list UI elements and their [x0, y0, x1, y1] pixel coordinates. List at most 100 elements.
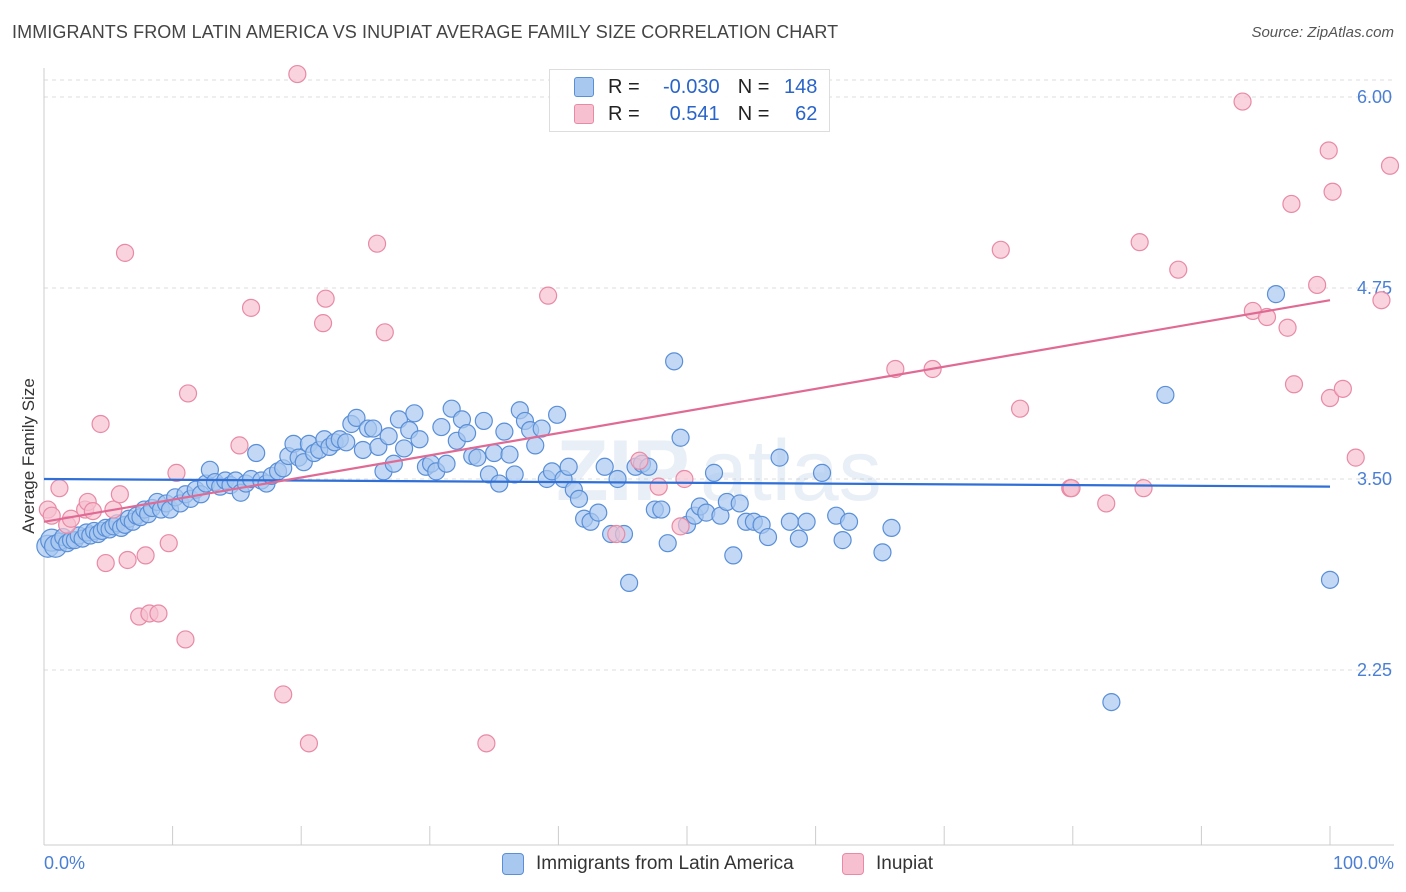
- legend-swatch-blue: [502, 853, 524, 875]
- legend-item-immigrants[interactable]: Immigrants from Latin America: [502, 851, 794, 877]
- point-immigrants: [347, 408, 366, 427]
- point-inupiat: [539, 286, 558, 305]
- point-inupiat: [136, 546, 155, 565]
- point-immigrants: [652, 500, 671, 519]
- series-inupiat-points: [38, 64, 1400, 753]
- point-inupiat: [230, 436, 249, 455]
- source-credit: Source: ZipAtlas.com: [1251, 24, 1394, 41]
- point-immigrants: [1320, 570, 1340, 589]
- correlation-legend: R = -0.030 N = 148 R = 0.541 N = 62: [549, 69, 830, 132]
- point-inupiat: [149, 604, 168, 623]
- point-inupiat: [313, 314, 333, 333]
- point-immigrants: [608, 469, 627, 489]
- x-tick-label-min: 0.0%: [44, 853, 85, 873]
- grid-lines: [44, 79, 1394, 671]
- point-immigrants: [620, 573, 639, 593]
- y-axis-label: Average Family Size: [19, 378, 38, 534]
- point-inupiat: [630, 451, 649, 470]
- point-inupiat: [675, 469, 694, 489]
- point-immigrants: [882, 518, 901, 537]
- point-inupiat: [118, 550, 137, 570]
- point-inupiat: [274, 685, 293, 704]
- point-inupiat: [115, 243, 135, 262]
- point-inupiat: [167, 463, 186, 482]
- point-inupiat: [316, 289, 335, 308]
- point-immigrants: [384, 454, 403, 473]
- legend-item-inupiat[interactable]: Inupiat: [842, 851, 933, 877]
- legend-swatch-pink: [842, 853, 864, 875]
- point-inupiat: [176, 630, 195, 649]
- trend-lines: [43, 299, 1331, 523]
- legend-row-inupiat: R = 0.541 N = 62: [574, 102, 817, 126]
- point-inupiat: [1284, 375, 1304, 394]
- point-inupiat: [1282, 194, 1301, 214]
- point-inupiat: [1278, 318, 1297, 337]
- point-inupiat: [1169, 260, 1188, 279]
- point-inupiat: [178, 384, 198, 403]
- point-immigrants: [758, 527, 778, 547]
- point-immigrants: [410, 430, 429, 449]
- point-immigrants: [873, 543, 892, 562]
- x-tick-label-max: 100.0%: [1333, 853, 1394, 873]
- point-inupiat: [83, 501, 102, 521]
- legend-label-immigrants: Immigrants from Latin America: [536, 853, 794, 874]
- legend-swatch-blue: [574, 77, 594, 97]
- point-immigrants: [789, 529, 808, 548]
- point-inupiat: [367, 234, 387, 253]
- point-immigrants: [394, 439, 414, 458]
- legend-r-value: 0.541: [669, 102, 720, 125]
- point-inupiat: [241, 298, 261, 317]
- point-inupiat: [1010, 399, 1030, 418]
- legend-swatch-pink: [574, 104, 594, 124]
- y-tick-label: 3.50: [1357, 469, 1392, 489]
- point-immigrants: [569, 489, 589, 508]
- point-inupiat: [991, 240, 1010, 259]
- point-inupiat: [1130, 233, 1149, 252]
- trend-line-immigrants: [43, 477, 1331, 488]
- point-immigrants: [353, 440, 373, 460]
- point-inupiat: [1323, 182, 1342, 201]
- legend-n-value: 62: [795, 102, 818, 125]
- point-immigrants: [665, 352, 684, 371]
- x-ticks: [43, 826, 1331, 845]
- point-immigrants: [337, 433, 356, 452]
- point-inupiat: [1346, 448, 1365, 467]
- trend-line-inupiat: [43, 299, 1331, 523]
- legend-n-label: N =: [737, 102, 770, 125]
- point-immigrants: [474, 411, 493, 431]
- point-immigrants: [457, 424, 477, 443]
- point-inupiat: [477, 734, 496, 753]
- point-inupiat: [671, 517, 690, 536]
- legend-r-label: R =: [608, 75, 640, 98]
- point-inupiat: [91, 414, 110, 434]
- point-inupiat: [1320, 388, 1340, 408]
- point-immigrants: [485, 443, 504, 463]
- point-immigrants: [780, 512, 799, 531]
- point-immigrants: [730, 494, 749, 513]
- point-immigrants: [589, 503, 608, 522]
- point-immigrants: [495, 422, 514, 441]
- point-immigrants: [500, 445, 519, 464]
- point-immigrants: [812, 463, 832, 482]
- point-inupiat: [1233, 92, 1252, 111]
- point-immigrants: [595, 457, 614, 476]
- point-inupiat: [50, 479, 69, 498]
- point-inupiat: [1097, 494, 1116, 513]
- point-immigrants: [1266, 285, 1286, 304]
- point-inupiat: [886, 359, 905, 379]
- point-immigrants: [379, 427, 398, 446]
- chart-title: IMMIGRANTS FROM LATIN AMERICA VS INUPIAT…: [12, 22, 839, 42]
- y-tick-label: 2.25: [1357, 660, 1392, 680]
- point-immigrants: [437, 454, 456, 473]
- point-immigrants: [526, 436, 545, 455]
- point-immigrants: [364, 419, 383, 438]
- point-immigrants: [770, 448, 789, 467]
- legend-row-immigrants: R = -0.030 N = 148: [574, 75, 817, 99]
- legend-n-label: N =: [737, 75, 770, 98]
- watermark: ZIP atlas: [556, 423, 882, 519]
- point-inupiat: [110, 485, 129, 504]
- legend-label-inupiat: Inupiat: [876, 853, 934, 874]
- point-immigrants: [704, 463, 724, 482]
- point-inupiat: [96, 553, 115, 573]
